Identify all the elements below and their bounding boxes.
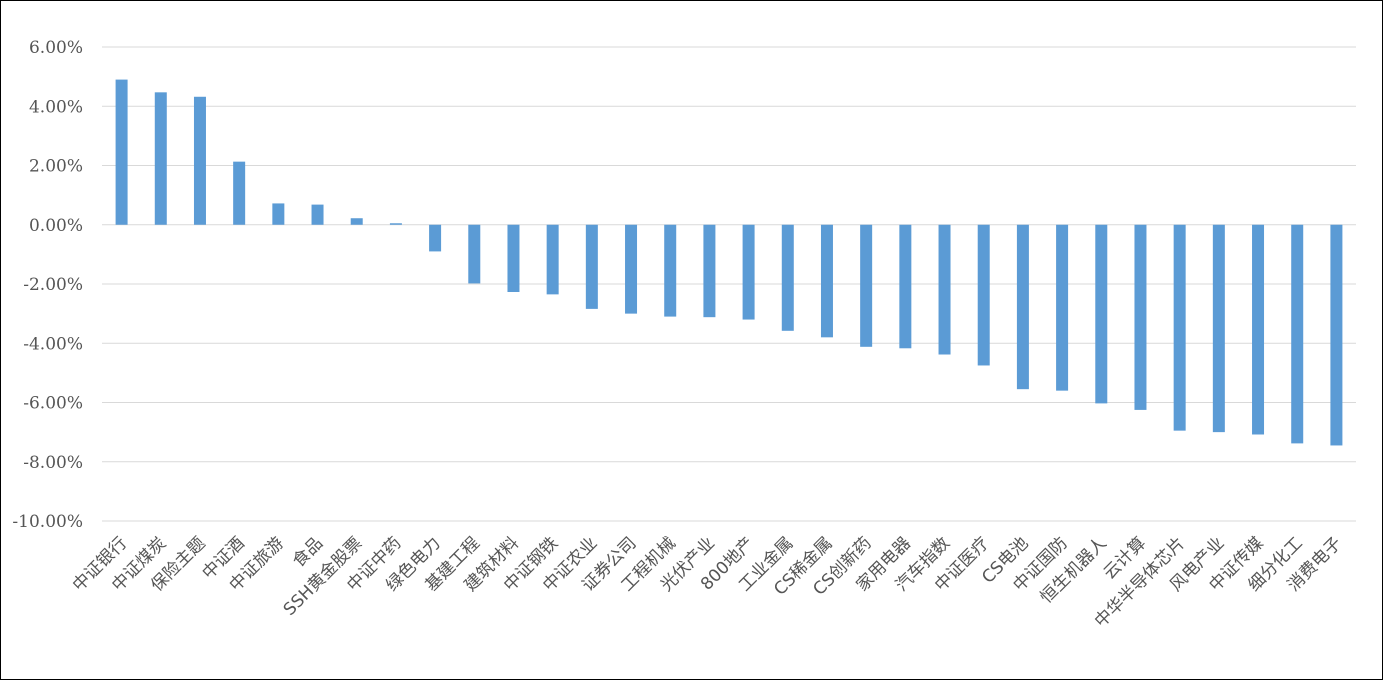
bar [1016,224,1029,390]
y-tick-label: 0.00% [29,216,83,236]
y-tick-label: 6.00% [29,38,83,58]
bar [1252,224,1265,435]
bars [115,79,1343,446]
bar [938,224,951,355]
bar [664,224,677,317]
bar [429,224,442,252]
bar [154,92,167,225]
y-tick-label: -8.00% [23,453,83,473]
bar [193,96,206,225]
bar [389,223,402,225]
bar [1056,224,1069,391]
bar [977,224,990,366]
y-axis-ticks: 6.00% 4.00% 2.00% 0.00% -2.00% -4.00% -6.00% -8… [12,38,83,532]
bar [1134,224,1147,410]
y-tick-label: -6.00% [23,394,83,414]
bar [233,161,246,225]
y-tick-label: -2.00% [23,275,83,295]
bar [1173,224,1186,431]
bar [585,224,598,309]
bar [115,79,128,225]
bar [703,224,716,318]
bar [311,204,324,225]
bar [1330,224,1343,446]
bar [899,224,912,349]
bar [1095,224,1108,404]
bar [781,224,794,331]
bar [468,224,481,284]
y-tick-label: 2.00% [29,157,83,177]
bar [507,224,520,292]
y-tick-label: -4.00% [23,334,83,354]
bar [860,224,873,347]
bar [742,224,755,320]
bar [1212,224,1225,433]
bar [272,203,285,225]
y-tick-label: 4.00% [29,97,83,117]
y-tick-label: -10.00% [12,512,83,532]
bar [625,224,638,314]
bar [350,218,363,225]
bar [1291,224,1304,444]
gridlines [102,46,1356,522]
bar [820,224,833,338]
bar [546,224,559,295]
